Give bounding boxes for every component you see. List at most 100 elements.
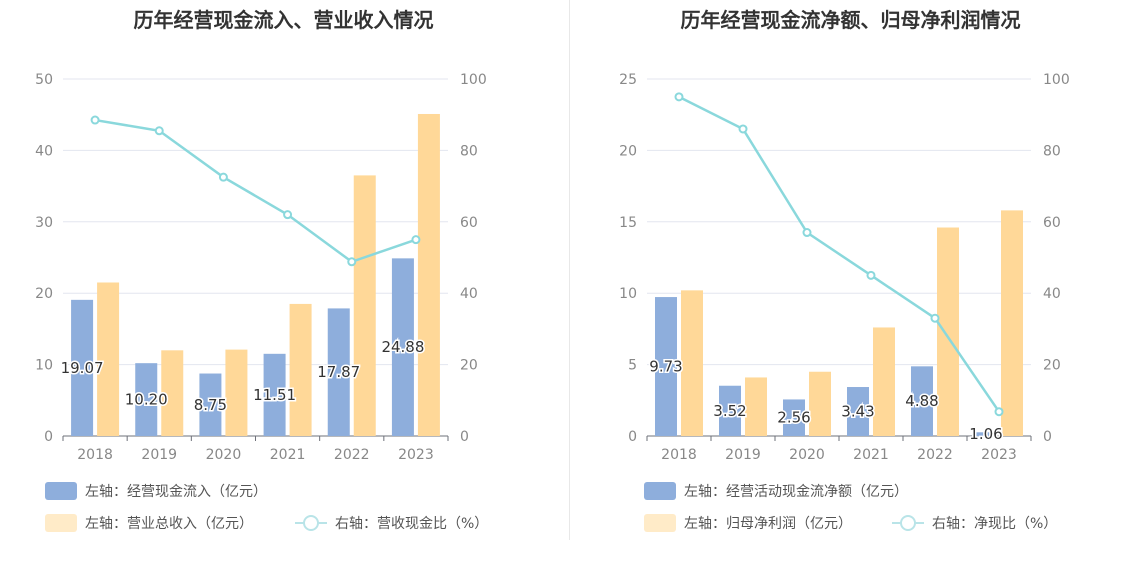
chart-panel-left: 历年经营现金流入、营业收入情况 0 10 20 30 40 50 0 20 40 60 80 100 2… bbox=[35, 8, 488, 533]
line-point bbox=[674, 92, 684, 102]
right-axis-tick-label: 0 bbox=[460, 429, 469, 445]
bar-value-label: 1.06 bbox=[969, 425, 1002, 443]
bar-value-label: 2.56 bbox=[777, 409, 810, 427]
right-axis-tick-label: 60 bbox=[460, 215, 478, 231]
bar-value-label: 24.88 bbox=[381, 338, 424, 356]
bar-value-label: 19.07 bbox=[61, 359, 104, 377]
legend-item-line-left[interactable]: 右轴：营收现金比（%） bbox=[295, 513, 488, 533]
line-point bbox=[802, 228, 812, 238]
legend-swatch bbox=[45, 482, 77, 500]
bar-value-label: 8.75 bbox=[194, 396, 227, 414]
bar-series2 bbox=[353, 175, 376, 436]
bar-value-label: 11.51 bbox=[253, 386, 296, 404]
left-axis-tick-label: 10 bbox=[35, 358, 53, 374]
bar-series1 bbox=[655, 297, 677, 436]
right-axis-tick-label: 80 bbox=[1043, 143, 1061, 159]
legend-item-bar1-right[interactable]: 左轴：经营活动现金流净额（亿元） bbox=[644, 481, 908, 501]
right-axis-tick-label: 20 bbox=[1043, 358, 1061, 374]
x-axis-tick-label: 2018 bbox=[77, 447, 113, 463]
legend-item-bar2-left[interactable]: 左轴：营业总收入（亿元） bbox=[45, 513, 253, 533]
line-point bbox=[738, 124, 748, 134]
chart-title-right: 历年经营现金流净额、归母净利润情况 bbox=[680, 8, 1021, 32]
left-axis-tick-label: 25 bbox=[619, 72, 637, 88]
bar-series2 bbox=[289, 303, 312, 436]
legend-label: 左轴：营业总收入（亿元） bbox=[85, 516, 253, 532]
x-axis-tick-label: 2020 bbox=[789, 447, 825, 463]
bar-series1 bbox=[135, 363, 158, 436]
x-axis-tick-label: 2022 bbox=[334, 447, 370, 463]
line-point bbox=[994, 407, 1004, 417]
legend-item-bar1-left[interactable]: 左轴：经营现金流入（亿元） bbox=[45, 481, 267, 501]
bar-series1 bbox=[199, 373, 222, 436]
bar-value-label: 4.88 bbox=[905, 392, 938, 410]
bar-series2 bbox=[873, 327, 895, 436]
chart-plot-left: 0 10 20 30 40 50 0 20 40 60 80 100 2018 2019 2020 2021 2… bbox=[35, 72, 487, 463]
bar-value-label: 17.87 bbox=[317, 363, 360, 381]
chart-title-left: 历年经营现金流入、营业收入情况 bbox=[133, 8, 434, 32]
line-point bbox=[90, 115, 100, 125]
bar-series2 bbox=[225, 349, 248, 436]
line-point bbox=[218, 172, 228, 182]
bar-series2 bbox=[937, 227, 959, 436]
bar-value-label: 3.43 bbox=[841, 403, 874, 421]
bar-series1 bbox=[263, 353, 286, 436]
bar-series1 bbox=[71, 299, 94, 436]
left-axis-tick-label: 0 bbox=[628, 429, 637, 445]
x-axis-tick-label: 2023 bbox=[398, 447, 434, 463]
bar-series2 bbox=[809, 371, 831, 436]
x-axis-tick-label: 2021 bbox=[270, 447, 306, 463]
right-axis-tick-label: 80 bbox=[460, 143, 478, 159]
legend-item-bar2-right[interactable]: 左轴：归母净利润（亿元） bbox=[644, 513, 852, 533]
line-point bbox=[411, 235, 421, 245]
bar-series2 bbox=[161, 350, 184, 436]
chart-plot-right: 0 5 10 15 20 25 0 20 40 60 80 100 2018 2019 2020 2021 20… bbox=[619, 72, 1070, 463]
legend-swatch bbox=[45, 514, 77, 532]
bar-series2 bbox=[1001, 210, 1023, 436]
bar-value-label: 9.73 bbox=[649, 358, 682, 376]
legend-item-line-right[interactable]: 右轴：净现比（%） bbox=[892, 513, 1057, 533]
right-axis-tick-label: 0 bbox=[1043, 429, 1052, 445]
left-axis-tick-label: 0 bbox=[44, 429, 53, 445]
bar-series2 bbox=[417, 113, 440, 437]
right-axis-tick-label: 40 bbox=[1043, 286, 1061, 302]
x-axis-tick-label: 2022 bbox=[917, 447, 953, 463]
line-point bbox=[347, 257, 357, 267]
bar-series2 bbox=[97, 282, 120, 436]
x-axis-tick-label: 2019 bbox=[725, 447, 761, 463]
line-point bbox=[866, 270, 876, 280]
x-axis-tick-label: 2019 bbox=[141, 447, 177, 463]
left-axis-tick-label: 20 bbox=[619, 143, 637, 159]
left-axis-tick-label: 50 bbox=[35, 72, 53, 88]
chart-panel-right: 历年经营现金流净额、归母净利润情况 0 5 10 15 20 25 0 20 40 60 80 100… bbox=[567, 0, 1134, 582]
left-axis-tick-label: 15 bbox=[619, 215, 637, 231]
right-axis-tick-label: 20 bbox=[460, 358, 478, 374]
bar-series1 bbox=[975, 432, 997, 436]
right-axis-tick-label: 40 bbox=[460, 286, 478, 302]
line-point bbox=[930, 313, 940, 323]
legend-label: 左轴：归母净利润（亿元） bbox=[684, 516, 852, 532]
right-axis-tick-label: 60 bbox=[1043, 215, 1061, 231]
left-axis-tick-label: 10 bbox=[619, 286, 637, 302]
line-point bbox=[283, 210, 293, 220]
x-axis-tick-label: 2020 bbox=[206, 447, 242, 463]
line-point bbox=[154, 126, 164, 136]
legend-label: 右轴：净现比（%） bbox=[932, 516, 1058, 532]
line-series bbox=[678, 95, 1001, 413]
bar-value-label: 3.52 bbox=[713, 402, 746, 420]
bar-series2 bbox=[681, 290, 703, 436]
left-axis-tick-label: 30 bbox=[35, 215, 53, 231]
legend-line-icon bbox=[295, 514, 327, 532]
legend-swatch bbox=[644, 514, 676, 532]
legend-label: 左轴：经营现金流入（亿元） bbox=[85, 484, 267, 500]
x-axis-tick-label: 2021 bbox=[853, 447, 889, 463]
bar-series1 bbox=[847, 387, 869, 436]
bar-series1 bbox=[719, 385, 741, 436]
left-axis-tick-label: 20 bbox=[35, 286, 53, 302]
bar-series1 bbox=[911, 366, 933, 436]
x-axis-tick-label: 2018 bbox=[661, 447, 697, 463]
bar-value-label: 10.20 bbox=[125, 391, 168, 409]
panel-divider bbox=[569, 0, 570, 540]
right-axis-tick-label: 100 bbox=[460, 72, 487, 88]
bar-series1 bbox=[391, 258, 414, 436]
legend-swatch bbox=[644, 482, 676, 500]
